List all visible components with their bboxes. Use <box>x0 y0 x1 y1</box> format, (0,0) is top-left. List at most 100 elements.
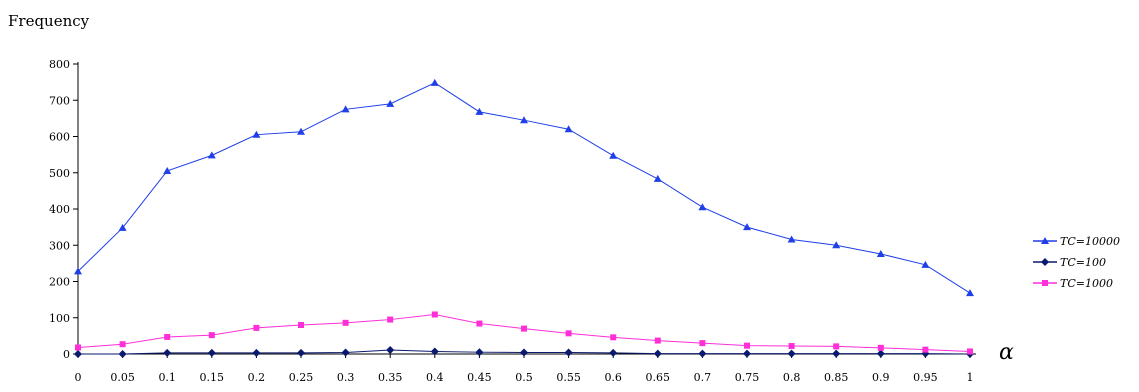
data-point-tc-10000 <box>698 203 707 211</box>
data-point-tc-1000 <box>387 316 394 323</box>
data-point-tc-10000 <box>564 125 573 133</box>
data-point-tc-100 <box>430 347 439 356</box>
data-point-tc-100 <box>876 349 885 358</box>
data-point-tc-1000 <box>119 341 126 348</box>
data-point-tc-100 <box>832 349 841 358</box>
y-tick-label: 100 <box>49 312 70 325</box>
data-point-tc-1000 <box>744 342 750 349</box>
x-tick-label: 0.75 <box>735 371 760 384</box>
data-point-tc-10000 <box>207 151 216 159</box>
series-line-tc-10000 <box>77 82 971 294</box>
data-point-tc-10000 <box>832 241 841 249</box>
legend-marker <box>1041 258 1049 266</box>
x-tick-label: 0.2 <box>248 371 266 384</box>
x-tick-label: 0.65 <box>646 371 671 384</box>
x-tick-label: 0.55 <box>556 371 581 384</box>
data-point-tc-100 <box>475 348 484 357</box>
data-point-tc-10000 <box>74 267 82 275</box>
data-point-tc-10000 <box>966 289 974 297</box>
y-axis-title: Frequency <box>8 12 90 30</box>
data-point-tc-100 <box>564 348 573 357</box>
x-tick-label: 0 <box>75 371 82 384</box>
series-tc-100 <box>74 346 974 358</box>
data-point-tc-100 <box>252 348 261 357</box>
data-point-tc-1000 <box>877 344 884 351</box>
data-point-tc-10000 <box>787 235 796 243</box>
data-point-tc-10000 <box>386 99 395 107</box>
data-point-tc-10000 <box>520 116 528 124</box>
data-point-tc-100 <box>787 349 796 358</box>
x-tick-label: 1 <box>967 371 974 384</box>
x-tick-label: 0.05 <box>110 371 135 384</box>
y-tick-label: 500 <box>49 167 70 180</box>
data-point-tc-10000 <box>341 105 350 113</box>
data-point-tc-1000 <box>833 343 840 350</box>
x-tick-label: 0.8 <box>783 371 801 384</box>
data-point-tc-100 <box>118 350 127 358</box>
data-point-tc-10000 <box>118 223 127 231</box>
x-tick-label: 0.4 <box>426 371 444 384</box>
x-tick-label: 0.6 <box>604 371 622 384</box>
x-tick-label: 0.9 <box>872 371 890 384</box>
data-point-tc-10000 <box>609 151 618 159</box>
data-point-tc-1000 <box>699 340 706 347</box>
data-point-tc-10000 <box>475 107 484 115</box>
x-tick-label: 0.3 <box>337 371 355 384</box>
axes: 0 100 200 300 400 500 600 700 800 0 0.05 0.1 0.15 0.2… <box>49 58 976 384</box>
series-tc-10000 <box>74 78 974 297</box>
x-tick-label: 0.7 <box>694 371 712 384</box>
data-point-tc-1000 <box>476 320 483 327</box>
data-point-tc-100 <box>341 348 350 357</box>
legend-item-tc-100: TC=100 <box>1033 256 1106 269</box>
data-point-tc-1000 <box>431 311 438 318</box>
data-point-tc-1000 <box>654 337 661 344</box>
data-point-tc-1000 <box>75 344 81 351</box>
legend-label: TC=100 <box>1060 256 1106 269</box>
x-axis-title: α <box>999 340 1014 365</box>
data-point-tc-100 <box>163 348 172 357</box>
y-tick-label: 800 <box>49 58 70 71</box>
x-tick-label: 0.1 <box>158 371 176 384</box>
x-tick-label: 0.85 <box>824 371 849 384</box>
data-point-tc-10000 <box>163 166 172 174</box>
data-point-tc-1000 <box>164 333 171 340</box>
y-tick-label: 300 <box>49 239 70 252</box>
data-point-tc-100 <box>297 348 305 357</box>
data-point-tc-100 <box>743 349 751 358</box>
legend-marker <box>1041 237 1049 244</box>
legend-marker <box>1042 280 1048 286</box>
x-tick-label: 0.25 <box>289 371 314 384</box>
data-point-tc-1000 <box>342 319 349 326</box>
data-point-tc-1000 <box>610 334 617 341</box>
data-point-tc-10000 <box>743 223 751 231</box>
data-point-tc-100 <box>386 346 395 355</box>
data-point-tc-10000 <box>653 174 662 182</box>
data-point-tc-1000 <box>565 330 572 337</box>
data-point-tc-10000 <box>921 260 930 268</box>
legend-label: TC=1000 <box>1060 277 1113 290</box>
y-tick-label: 400 <box>49 203 70 216</box>
data-point-tc-10000 <box>252 130 261 138</box>
y-tick-label: 700 <box>49 94 70 107</box>
data-point-tc-1000 <box>922 346 929 353</box>
legend-item-tc-10000: TC=10000 <box>1033 235 1120 248</box>
x-tick-label: 0.45 <box>467 371 492 384</box>
series-layer <box>74 78 974 358</box>
series-tc-1000 <box>75 311 973 355</box>
data-point-tc-1000 <box>208 332 215 339</box>
legend: TC=10000 TC=100 TC=1000 <box>1033 235 1120 290</box>
y-tick-label: 0 <box>63 348 70 361</box>
x-tick-label: 0.5 <box>515 371 533 384</box>
data-point-tc-100 <box>520 348 528 357</box>
x-tick-label: 0.95 <box>913 371 938 384</box>
data-point-tc-10000 <box>430 78 439 86</box>
data-point-tc-1000 <box>788 343 795 350</box>
data-point-tc-100 <box>653 349 662 358</box>
data-point-tc-1000 <box>253 324 260 331</box>
data-point-tc-10000 <box>297 127 305 135</box>
data-point-tc-1000 <box>298 322 304 328</box>
y-tick-label: 200 <box>49 276 70 289</box>
data-point-tc-100 <box>207 348 216 357</box>
data-point-tc-100 <box>74 350 82 358</box>
